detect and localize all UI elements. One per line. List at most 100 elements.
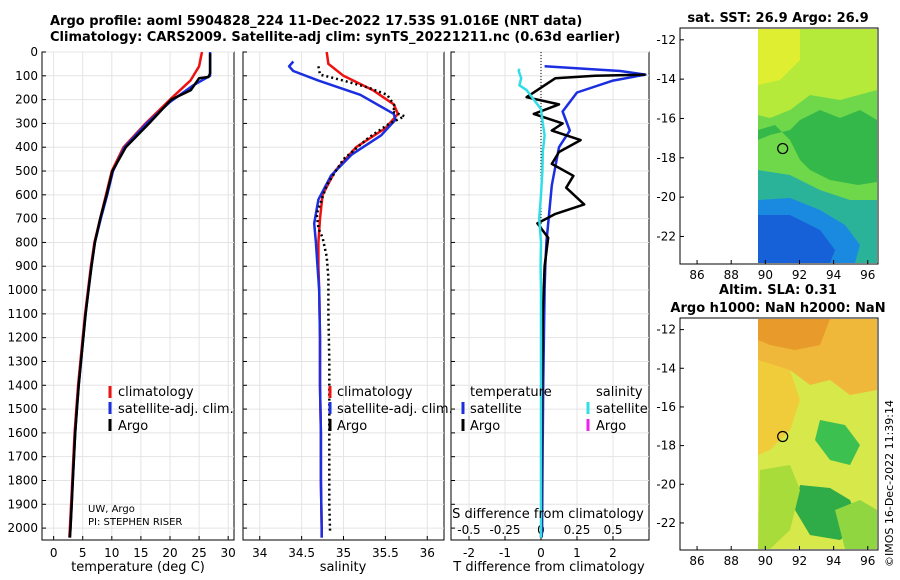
map-x-tick-label: 90 <box>758 268 773 282</box>
legend-argo-label: Argo <box>118 419 148 434</box>
temperature-x-ticks: 0 5 10 15 20 25 30 <box>50 536 236 560</box>
x-tick-label: 34.5 <box>288 546 315 560</box>
y-tick-label: 1000 <box>7 283 38 297</box>
sla-map-title1: Altim. SLA: 0.31 <box>719 283 837 298</box>
x-tick-label: 25 <box>191 546 206 560</box>
y-tick-label: 1900 <box>7 497 38 511</box>
legend-sal-satellite-label: satellite <box>596 402 648 417</box>
series-line-satellite-adj-clim- <box>287 60 397 538</box>
top-tick-label: -0.25 <box>489 523 520 537</box>
y-tick-label: 900 <box>15 259 38 273</box>
temperature-series <box>68 52 212 538</box>
y-tick-label: 400 <box>15 140 38 154</box>
map-y-tick-label: -14 <box>656 72 676 86</box>
sst-field <box>758 29 877 263</box>
y-tick-label: 700 <box>15 212 38 226</box>
salinity-xlabel: salinity <box>320 560 367 575</box>
legend-argo-label: Argo <box>337 419 367 434</box>
temperature-y-ticks: 0 100 200 300 400 500 600 700 800 900 1000 1100 1200… <box>7 45 46 535</box>
legend-sal-argo-label: Argo <box>596 419 626 434</box>
salinity-legend: climatology satellite-adj. clim. Argo <box>328 385 453 434</box>
sla-map: Altim. SLA: 0.31 Argo h1000: NaN h2000: … <box>656 283 885 568</box>
sst-map: sat. SST: 26.9 Argo: 26.9 -12 -14 -16 -18 -2… <box>656 11 879 282</box>
x-tick-label: 5 <box>79 546 87 560</box>
x-tick-label: 0 <box>537 546 545 560</box>
sst-field-warmest <box>758 29 800 85</box>
figure-title-line2: Climatology: CARS2009. Satellite-adj cli… <box>50 30 621 45</box>
sst-field-coolest <box>758 215 835 263</box>
x-tick-label: 35 <box>336 546 351 560</box>
map-x-tick-label: 94 <box>826 268 841 282</box>
difference-y-ticks <box>451 51 455 529</box>
salinity-series <box>287 52 406 538</box>
x-tick-label: 36 <box>420 546 435 560</box>
y-tick-label: 2000 <box>7 521 38 535</box>
temperature-panel: 0100200300400500600700800900100011001200… <box>7 45 235 575</box>
map-y-tick-label: -12 <box>656 33 676 47</box>
x-tick-label: 2 <box>609 546 617 560</box>
map-y-tick-label: -12 <box>656 323 676 337</box>
salinity-y-ticks <box>243 51 247 529</box>
y-tick-label: 1200 <box>7 331 38 345</box>
map-x-tick-label: 88 <box>724 268 739 282</box>
difference-axes-frame <box>450 51 650 541</box>
y-tick-label: 1500 <box>7 402 38 416</box>
map-x-tick-label: 94 <box>826 554 841 568</box>
x-tick-label: -1 <box>499 546 511 560</box>
map-x-tick-label: 96 <box>860 554 875 568</box>
map-y-tick-label: -16 <box>656 111 676 125</box>
credit-line2: PI: STEPHEN RISER <box>88 517 182 528</box>
map-x-tick-label: 88 <box>724 554 739 568</box>
map-y-tick-label: -18 <box>656 151 676 165</box>
x-tick-label: 1 <box>573 546 581 560</box>
x-tick-label: -2 <box>463 546 475 560</box>
sst-map-title: sat. SST: 26.9 Argo: 26.9 <box>687 11 868 26</box>
legend-climatology-label: climatology <box>337 385 413 400</box>
map-x-tick-label: 96 <box>860 268 875 282</box>
map-x-tick-label: 92 <box>792 268 807 282</box>
sst-map-ticks: -12 -14 -16 -18 -20 -22 86 88 90 92 94 96 <box>656 33 875 282</box>
difference-legend: temperature salinity satellite Argo sate… <box>461 385 648 434</box>
y-tick-label: 500 <box>15 164 38 178</box>
temperature-legend: climatology satellite-adj. clim. Argo <box>108 385 234 434</box>
sla-map-title2: Argo h1000: NaN h2000: NaN <box>670 301 885 316</box>
credit-line1: UW, Argo <box>88 504 135 515</box>
x-tick-label: 15 <box>133 546 148 560</box>
sla-field <box>758 319 877 549</box>
y-tick-label: 1800 <box>7 473 38 487</box>
map-y-tick-label: -20 <box>656 190 676 204</box>
map-y-tick-label: -16 <box>656 400 676 414</box>
map-y-tick-label: -14 <box>656 361 676 375</box>
series-line-temperature-argo <box>525 73 646 538</box>
series-line-argo <box>68 53 212 538</box>
difference-top-label: S difference from climatology <box>452 507 644 522</box>
sla-field-highest <box>758 319 830 350</box>
legend-climatology-label: climatology <box>118 385 194 400</box>
y-tick-label: 200 <box>15 93 38 107</box>
map-y-tick-label: -22 <box>656 516 676 530</box>
legend-temp-title: temperature <box>470 385 552 400</box>
x-tick-label: 35.5 <box>372 546 399 560</box>
map-y-tick-label: -18 <box>656 439 676 453</box>
y-tick-label: 1300 <box>7 354 38 368</box>
map-x-tick-label: 92 <box>792 554 807 568</box>
legend-satellite-label: satellite-adj. clim. <box>118 402 234 417</box>
sla-field-west <box>758 360 800 455</box>
y-tick-label: 1700 <box>7 450 38 464</box>
series-line-salinity-satellite <box>517 68 546 538</box>
sla-field-sw <box>758 465 800 549</box>
x-tick-label: 10 <box>104 546 119 560</box>
map-x-tick-label: 86 <box>689 268 704 282</box>
legend-satellite-label: satellite-adj. clim. <box>337 402 453 417</box>
temperature-xlabel: temperature (deg C) <box>71 560 205 575</box>
sla-field-se <box>835 500 877 549</box>
sst-field-mid <box>758 110 877 185</box>
map-y-tick-label: -20 <box>656 477 676 491</box>
legend-sal-title: salinity <box>596 385 643 400</box>
legend-temp-satellite-label: satellite <box>470 402 522 417</box>
y-tick-label: 1100 <box>7 307 38 321</box>
float-position-marker <box>777 430 789 443</box>
x-tick-label: 34 <box>252 546 267 560</box>
